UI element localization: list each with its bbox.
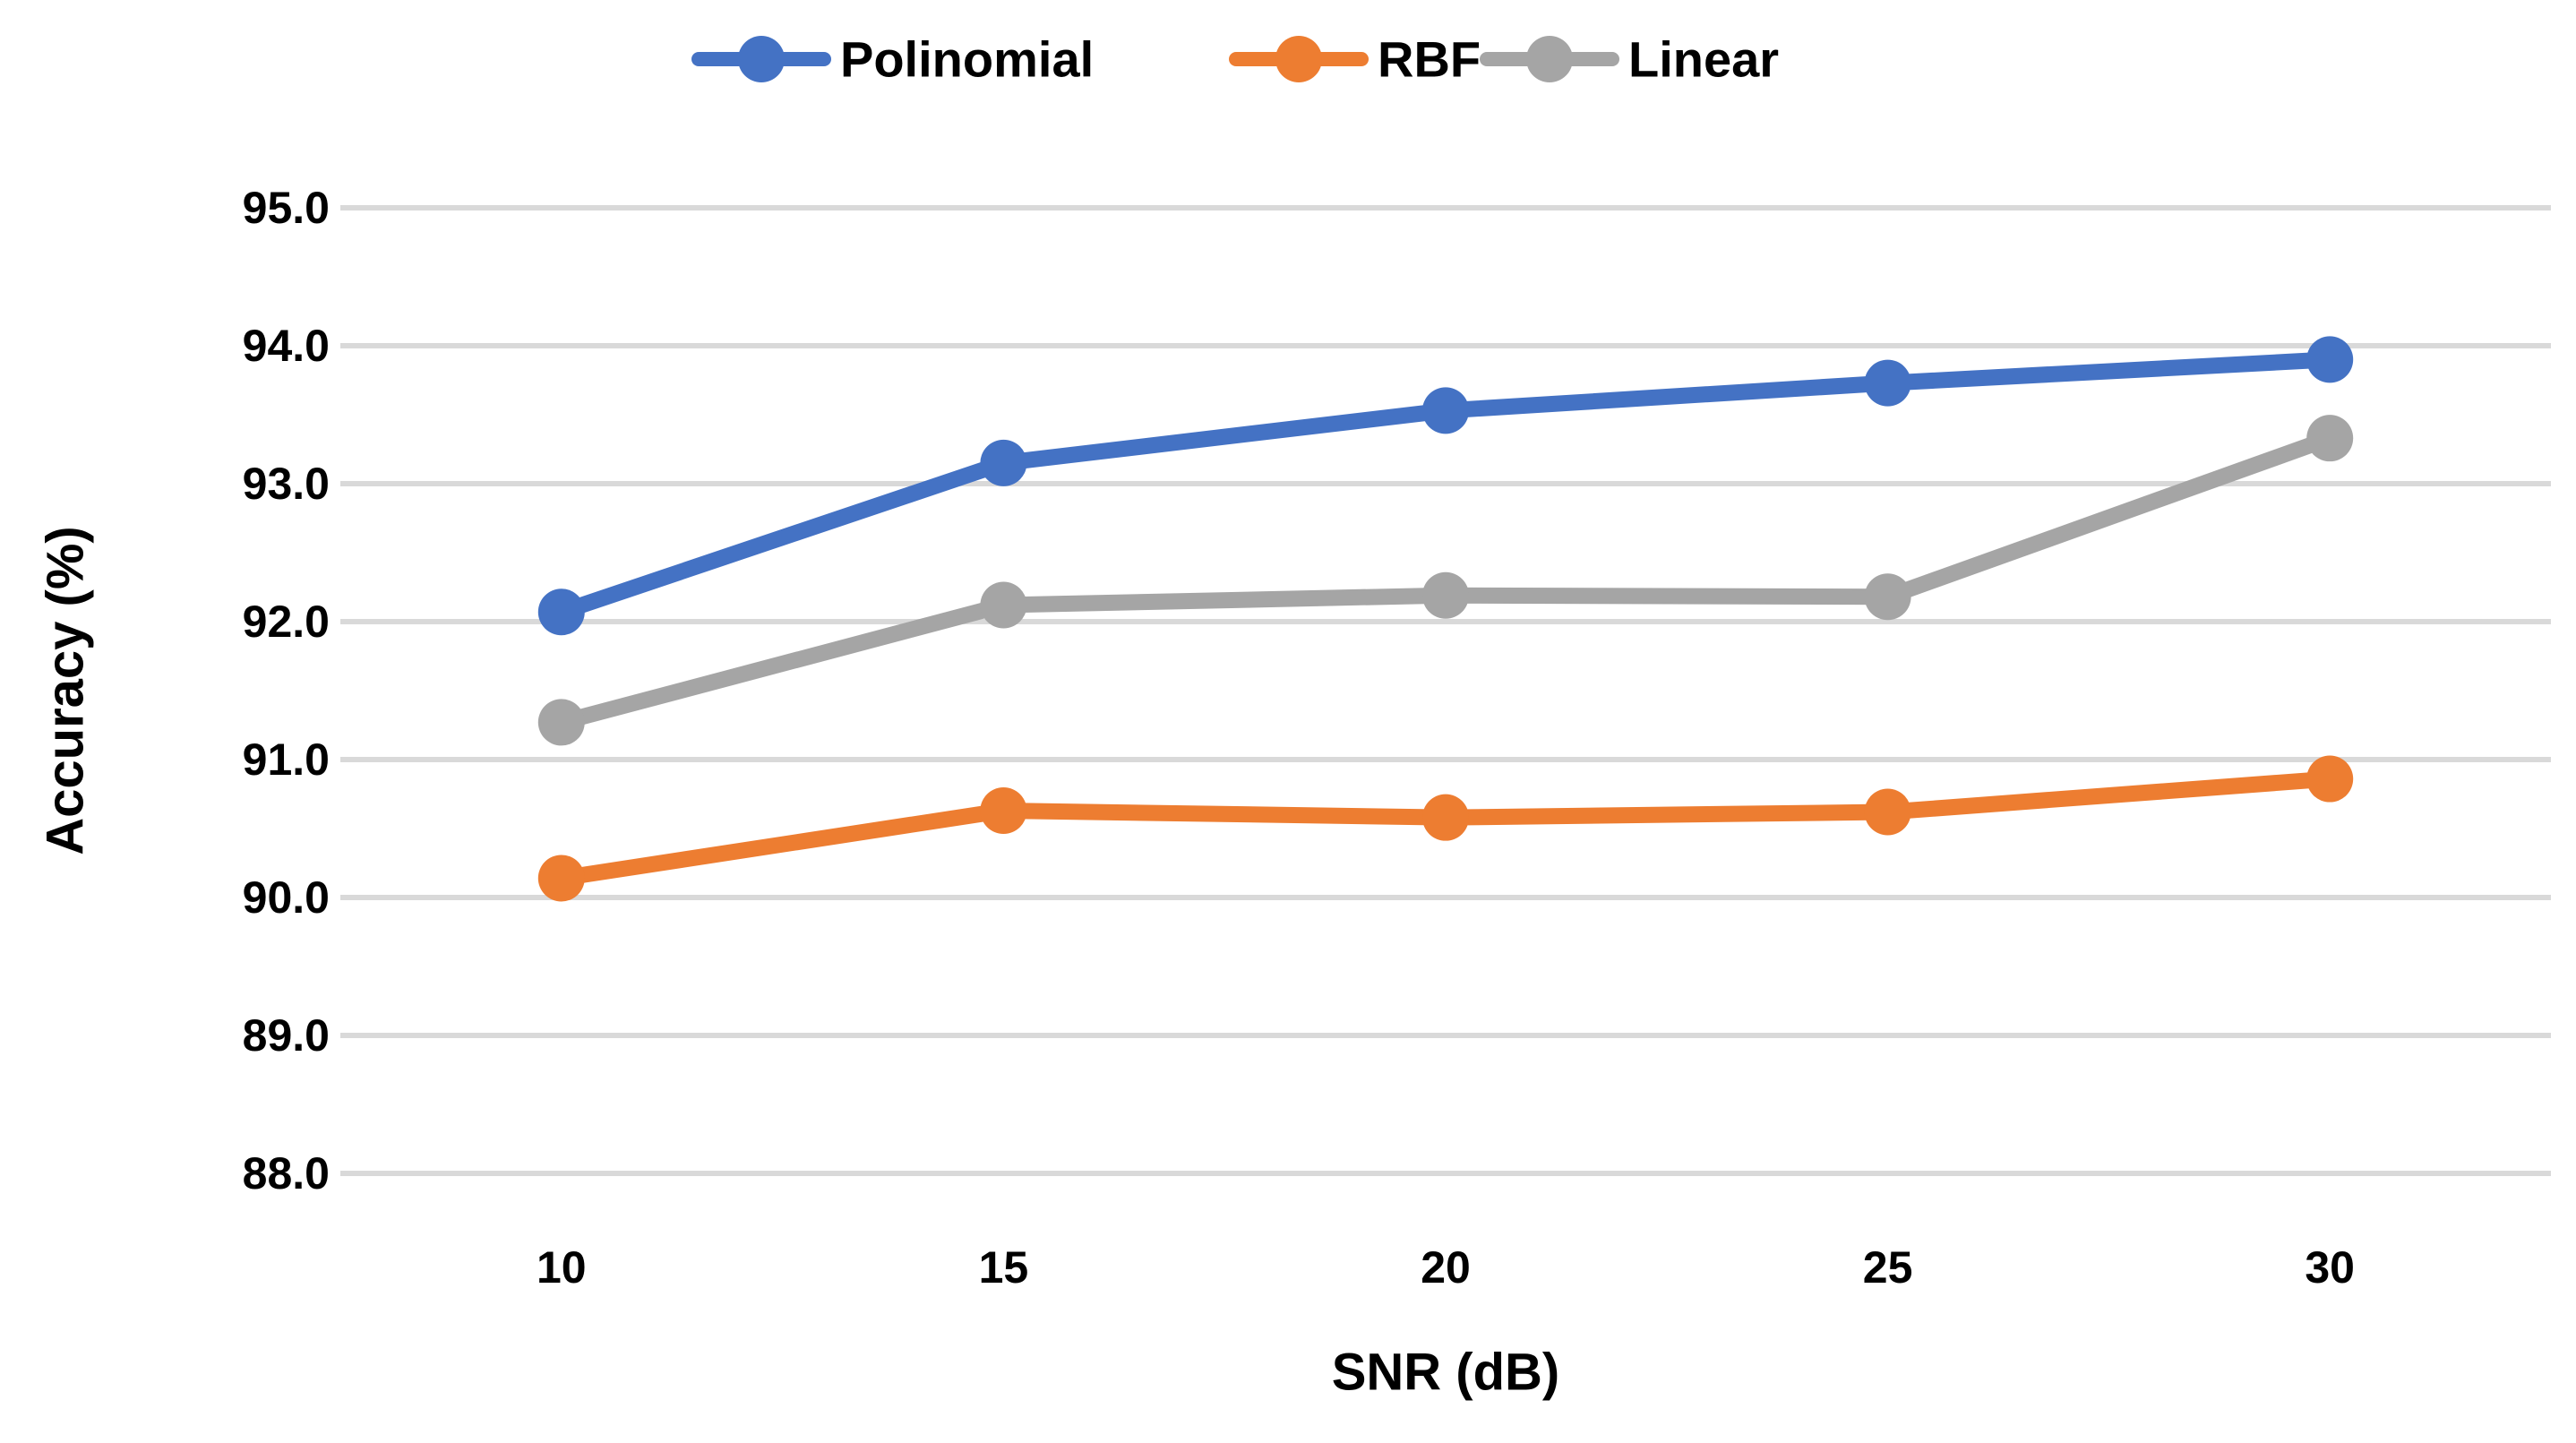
data-point-marker (537, 855, 585, 902)
y-axis-title: Accuracy (%) (37, 526, 95, 855)
series-rbf (537, 755, 2354, 902)
x-tick-label: 20 (1421, 1242, 1471, 1293)
y-tick-label: 89.0 (243, 1010, 330, 1061)
legend-marker-circle (1526, 36, 1573, 82)
data-point-marker (1864, 359, 1911, 407)
x-tick-label: 25 (1863, 1242, 1913, 1293)
y-tick-label: 93.0 (243, 459, 330, 509)
data-point-marker (2306, 755, 2354, 803)
y-tick-label: 91.0 (243, 734, 330, 785)
data-point-marker (1422, 794, 1469, 841)
y-tick-label: 95.0 (243, 183, 330, 233)
data-point-marker (1864, 573, 1911, 621)
y-axis-tick-labels: 95.0 94.0 93.0 92.0 91.0 90.0 89.0 88.0 (243, 183, 330, 1198)
data-point-marker (980, 439, 1027, 486)
data-point-marker (980, 581, 1027, 629)
series-linear (537, 415, 2354, 746)
data-point-marker (980, 786, 1027, 834)
legend-item-linear: Linear (1480, 31, 1779, 88)
data-point-marker (2306, 336, 2354, 383)
data-point-marker (1422, 387, 1469, 434)
data-point-marker (2306, 415, 2354, 462)
legend: Polinomial RBF Linear (691, 31, 1779, 88)
gridlines (340, 205, 2551, 1176)
legend-marker-circle (1275, 36, 1322, 82)
legend-item-polinomial: Polinomial (691, 31, 1094, 88)
legend-label: RBF (1378, 31, 1481, 88)
data-point-marker (1422, 571, 1469, 619)
y-tick-label: 88.0 (243, 1148, 330, 1198)
legend-marker-circle (738, 36, 785, 82)
legend-item-rbf: RBF (1229, 31, 1481, 88)
legend-label: Linear (1628, 31, 1779, 88)
x-tick-label: 10 (537, 1242, 587, 1293)
data-point-marker (537, 699, 585, 746)
series-polinomial (537, 336, 2354, 636)
x-axis-title: SNR (dB) (1332, 1344, 1560, 1402)
x-axis-tick-labels: 10 15 20 25 30 (537, 1242, 2355, 1293)
data-series (537, 336, 2354, 902)
y-tick-label: 94.0 (243, 321, 330, 371)
y-tick-label: 92.0 (243, 597, 330, 647)
data-point-marker (1864, 788, 1911, 836)
x-tick-label: 30 (2305, 1242, 2355, 1293)
y-tick-label: 90.0 (243, 872, 330, 923)
data-point-marker (537, 588, 585, 636)
x-tick-label: 15 (979, 1242, 1029, 1293)
legend-label: Polinomial (840, 31, 1094, 88)
